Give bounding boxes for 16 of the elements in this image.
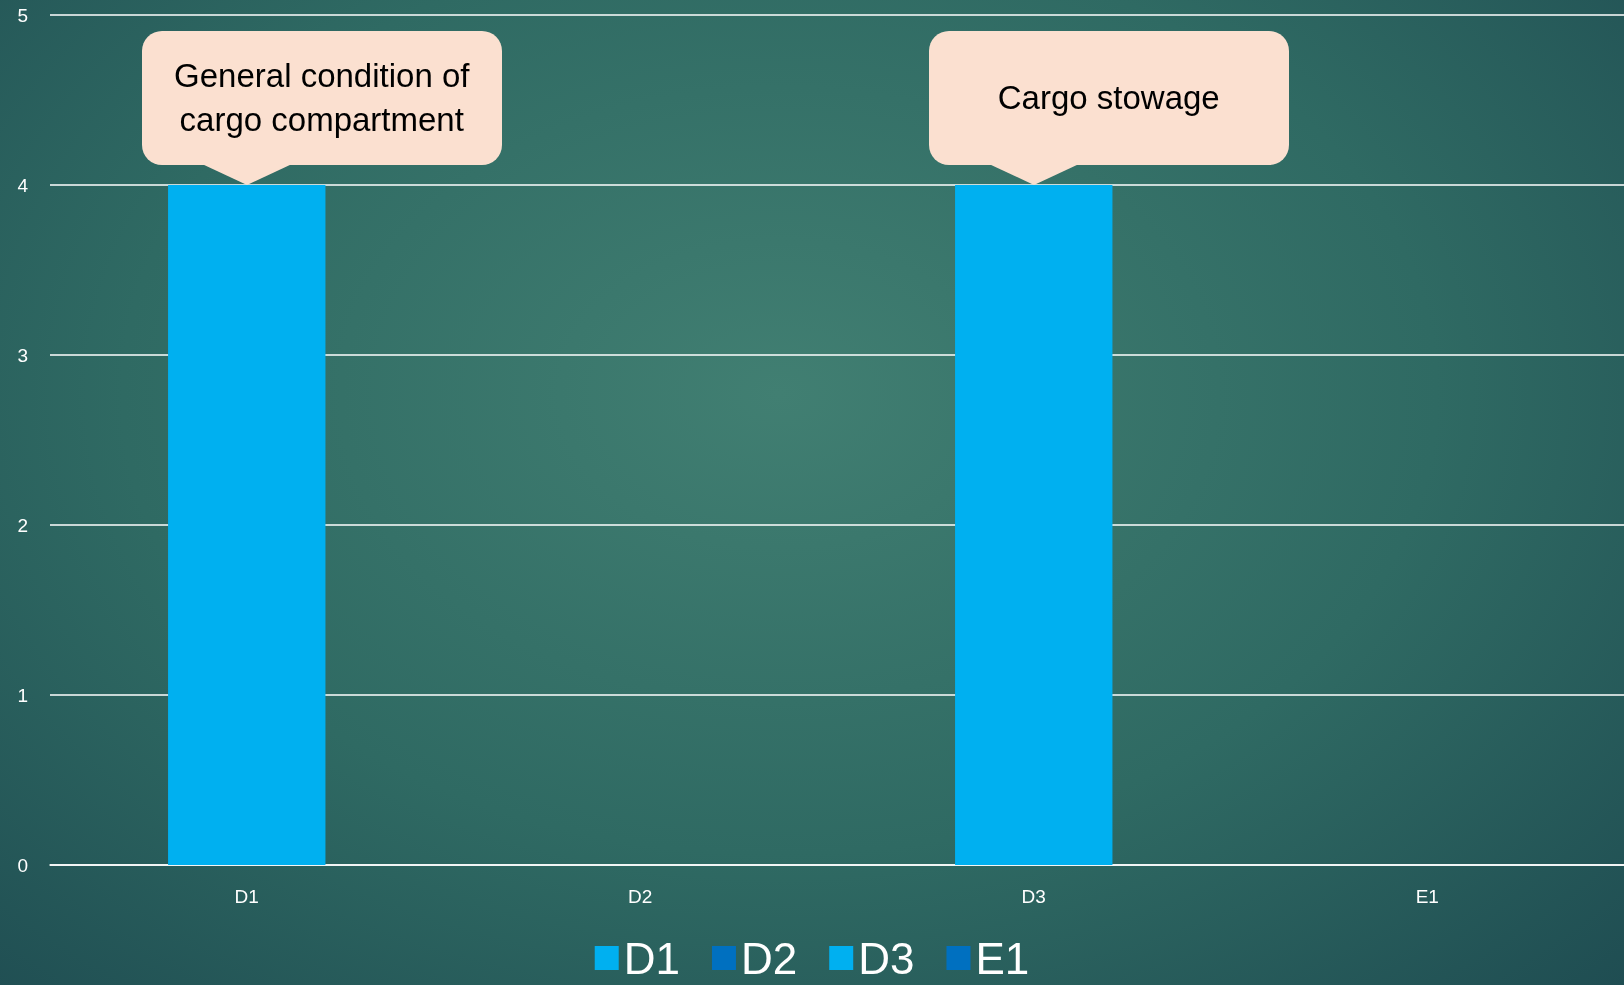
x-tick-label: D3 <box>1021 886 1046 907</box>
y-tick-label: 5 <box>17 4 28 26</box>
y-tick-label: 0 <box>17 854 28 876</box>
legend-label: E1 <box>975 933 1030 983</box>
legend-label: D3 <box>858 933 915 983</box>
y-tick-label: 1 <box>17 684 28 706</box>
annotation: General condition of cargo compartment <box>173 56 471 140</box>
x-tick-label: D2 <box>628 886 653 907</box>
legend-label: D2 <box>740 933 798 983</box>
y-tick-label: 2 <box>17 514 28 536</box>
legend-label: D1 <box>623 933 680 983</box>
annotation: Cargo stowage <box>996 78 1221 118</box>
y-tick-label: 4 <box>17 174 29 196</box>
x-tick-label: D1 <box>234 886 259 907</box>
y-tick-label: 3 <box>17 344 28 366</box>
x-tick-label: E1 <box>1415 886 1439 907</box>
